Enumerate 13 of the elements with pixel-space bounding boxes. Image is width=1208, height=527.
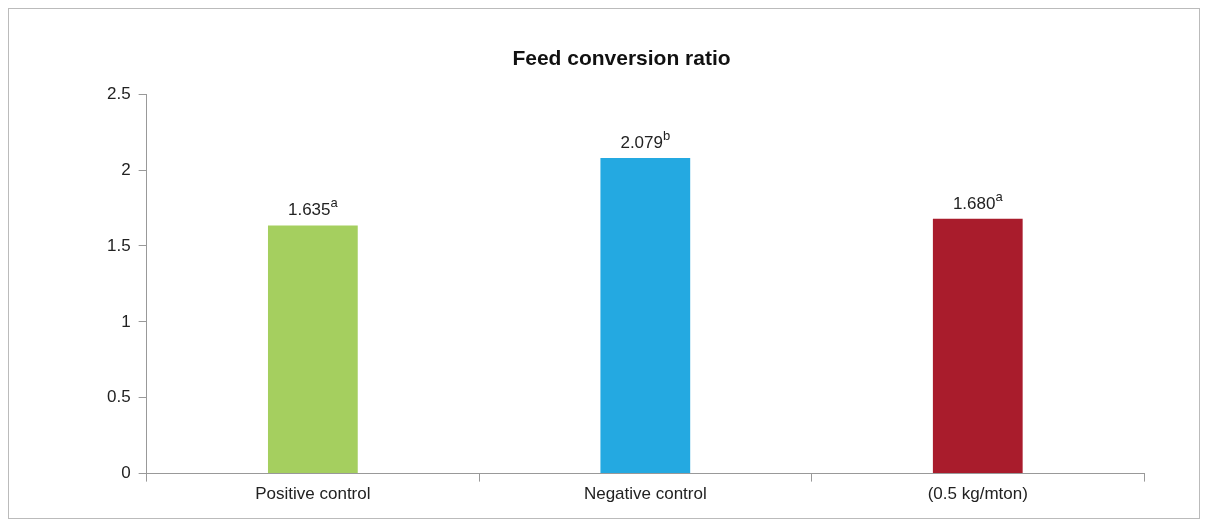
y-tick-label: 0.5 [106,387,131,407]
y-tick-label: 1 [121,311,131,331]
bar [267,225,358,474]
x-tick-label: Positive control [255,484,371,504]
y-tick-label: 1.5 [106,235,131,255]
y-tick-label: 2 [121,159,131,179]
chart-title: Feed conversion ratio [512,46,731,70]
y-tick-label: 2.5 [106,83,131,103]
x-tick-label: (0.5 kg/mton) [927,484,1028,504]
bar [600,158,691,474]
bar [932,218,1023,474]
y-tick-label: 0 [121,463,131,483]
x-tick-label: Negative control [583,484,707,504]
